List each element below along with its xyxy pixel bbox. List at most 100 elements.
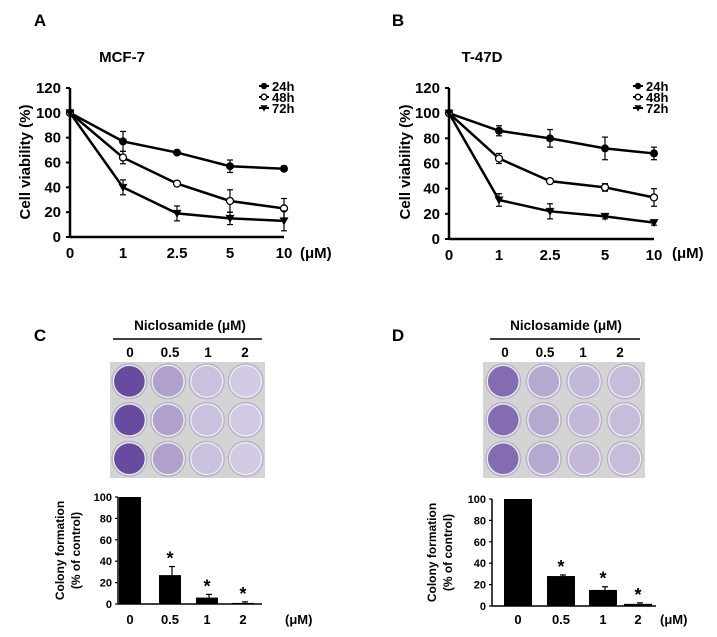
marker-triangle bbox=[545, 207, 555, 216]
plate-column-label: 0 bbox=[126, 345, 134, 360]
chart-title: MCF-7 bbox=[99, 49, 145, 66]
y-tick-label: 20 bbox=[44, 204, 61, 221]
well bbox=[227, 401, 264, 439]
y-tick-label: 120 bbox=[415, 80, 440, 97]
well bbox=[606, 440, 643, 477]
marker-filled-circle bbox=[546, 134, 554, 143]
y-tick-label: 80 bbox=[423, 130, 440, 147]
x-tick-label: 5 bbox=[601, 247, 609, 264]
x-tick-label: 1 bbox=[495, 247, 503, 264]
significance-asterisk: * bbox=[203, 576, 210, 596]
marker-triangle bbox=[494, 196, 504, 205]
significance-asterisk: * bbox=[634, 585, 641, 605]
marker-triangle bbox=[634, 105, 642, 112]
x-tick-label: 0 bbox=[66, 245, 74, 262]
x-tick-label: 0 bbox=[445, 247, 453, 264]
well-stain bbox=[152, 404, 184, 436]
series-72h bbox=[65, 109, 289, 232]
x-unit-label: (μM) bbox=[660, 612, 687, 627]
well bbox=[227, 440, 264, 477]
well bbox=[150, 363, 187, 400]
legend-label: 24h bbox=[272, 79, 294, 94]
y-tick-label: 100 bbox=[94, 492, 112, 504]
bar bbox=[504, 499, 532, 606]
well bbox=[227, 363, 264, 400]
marker-open-circle bbox=[494, 154, 504, 163]
well-stain bbox=[114, 443, 145, 474]
x-tick-label: 2 bbox=[634, 612, 641, 627]
x-tick-label: 0 bbox=[514, 612, 521, 627]
well-stain bbox=[568, 404, 600, 436]
y-tick-label: 0 bbox=[106, 599, 112, 611]
legend-label: 72h bbox=[646, 101, 668, 116]
well bbox=[188, 440, 225, 477]
significance-asterisk: * bbox=[239, 584, 246, 604]
panel-label: A bbox=[34, 11, 46, 30]
legend-label: 72h bbox=[272, 101, 294, 116]
marker-open-circle bbox=[634, 93, 642, 101]
y-tick-label: 40 bbox=[44, 179, 61, 196]
panel-label: B bbox=[392, 11, 404, 30]
chart-title: T-47D bbox=[462, 49, 503, 66]
legend-label: 24h bbox=[646, 79, 668, 94]
well bbox=[188, 401, 225, 439]
marker-open-circle bbox=[600, 183, 610, 192]
well-stain bbox=[487, 366, 519, 397]
x-tick-label: 2 bbox=[239, 612, 246, 627]
y-tick-label: 20 bbox=[474, 580, 486, 592]
marker-open-circle bbox=[225, 196, 235, 206]
y-tick-label: 20 bbox=[100, 578, 112, 590]
well-stain bbox=[191, 366, 223, 397]
colony-plate-image bbox=[110, 362, 265, 478]
series-line bbox=[69, 111, 285, 210]
well-stain bbox=[609, 443, 641, 474]
x-tick-label: 2.5 bbox=[540, 247, 561, 264]
y-axis-label: (% of control) bbox=[69, 512, 83, 589]
series-72h bbox=[444, 109, 659, 228]
plate-column-label: 2 bbox=[241, 345, 249, 360]
x-unit-label: (μM) bbox=[285, 612, 312, 627]
bar bbox=[232, 602, 254, 604]
marker-open-circle bbox=[172, 179, 182, 188]
marker-open-circle bbox=[118, 153, 128, 162]
legend-label: 48h bbox=[646, 90, 668, 105]
well bbox=[150, 440, 187, 477]
marker-filled-circle bbox=[260, 82, 268, 90]
well-stain bbox=[152, 443, 184, 474]
y-tick-label: 40 bbox=[474, 558, 486, 570]
bar bbox=[196, 597, 218, 604]
bar bbox=[159, 575, 181, 604]
y-axis-label: Colony formation bbox=[425, 503, 439, 602]
plate-title: Niclosamide (μM) bbox=[134, 318, 246, 333]
x-tick-label: 0 bbox=[126, 612, 133, 627]
well bbox=[525, 363, 562, 400]
x-tick-label: 0.5 bbox=[161, 612, 179, 627]
marker-triangle bbox=[172, 209, 182, 218]
y-tick-label: 20 bbox=[423, 206, 440, 223]
well-stain bbox=[568, 443, 600, 474]
well bbox=[606, 401, 643, 439]
x-tick-label: 1 bbox=[119, 245, 127, 262]
colony-plate-image bbox=[483, 362, 645, 478]
marker-triangle bbox=[225, 214, 235, 223]
marker-filled-circle bbox=[495, 126, 503, 135]
marker-triangle bbox=[118, 183, 128, 192]
well-stain bbox=[114, 366, 145, 397]
y-tick-label: 60 bbox=[423, 156, 440, 173]
panel-a: A MCF-7 0 20 40 60 80 100 120 0 1 2.5 5 10 (μM) Cell vi… bbox=[17, 11, 332, 262]
well-stain bbox=[528, 404, 560, 436]
well bbox=[566, 401, 603, 439]
x-tick-label: 1 bbox=[599, 612, 606, 627]
x-unit-label: (μM) bbox=[672, 245, 704, 262]
well bbox=[525, 401, 562, 439]
marker-filled-circle bbox=[634, 82, 642, 90]
y-tick-label: 100 bbox=[415, 105, 440, 122]
well-stain bbox=[528, 366, 560, 397]
y-tick-label: 80 bbox=[474, 515, 486, 527]
marker-triangle bbox=[649, 219, 659, 228]
x-tick-label: 5 bbox=[226, 245, 234, 262]
y-tick-label: 60 bbox=[44, 155, 61, 172]
marker-filled-circle bbox=[173, 148, 181, 157]
bar bbox=[119, 497, 141, 604]
